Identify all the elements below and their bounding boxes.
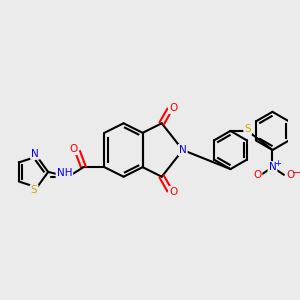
Text: O: O <box>169 187 177 197</box>
Text: S: S <box>244 124 251 134</box>
Text: N: N <box>268 162 276 172</box>
Text: S: S <box>31 185 38 195</box>
Text: NH: NH <box>57 168 72 178</box>
Text: O: O <box>286 170 295 180</box>
Text: N: N <box>31 149 39 159</box>
Text: O: O <box>169 103 177 113</box>
Text: N: N <box>179 145 187 155</box>
Text: O: O <box>70 144 78 154</box>
Text: −: − <box>292 168 300 178</box>
Text: O: O <box>253 170 261 180</box>
Text: +: + <box>274 159 281 168</box>
